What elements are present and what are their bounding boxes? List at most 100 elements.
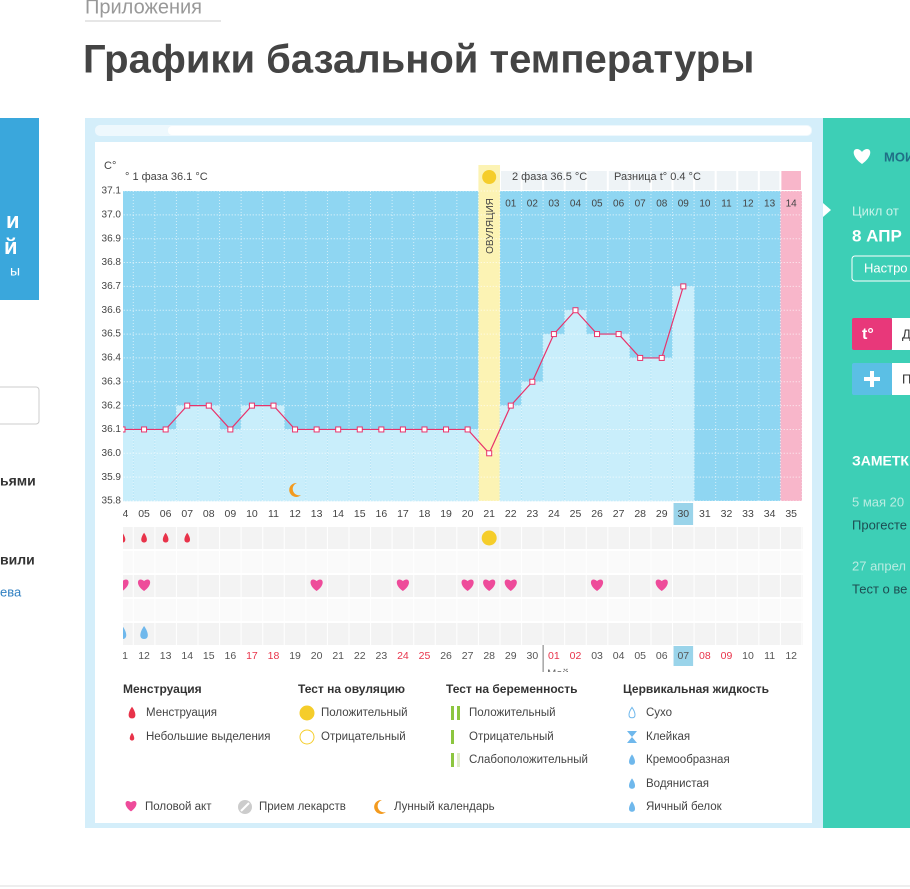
phase2-day-cell bbox=[759, 171, 780, 190]
cycle-end-column bbox=[780, 191, 802, 501]
ovulation-column bbox=[478, 165, 500, 501]
stripe bbox=[123, 623, 803, 645]
x-tick-label: 34 bbox=[764, 508, 776, 520]
link[interactable]: ева bbox=[0, 584, 22, 599]
legend: Менструация Менструация Небольшие выделени… bbox=[123, 682, 769, 814]
x-tick-label: 26 bbox=[591, 508, 603, 520]
phase2-day-cell bbox=[630, 171, 650, 190]
temp-icon[interactable] bbox=[852, 318, 892, 350]
legend-item: Водянистая bbox=[646, 778, 709, 790]
x-tick-label: 06 bbox=[160, 508, 172, 520]
stripe bbox=[123, 599, 803, 621]
highlight-day bbox=[673, 503, 694, 525]
temperature-point bbox=[443, 426, 450, 433]
x-tick-label: 17 bbox=[397, 508, 409, 520]
y-tick-label: 37.1 bbox=[102, 186, 122, 197]
legend-title: Цервикальная жидкость bbox=[623, 682, 769, 696]
y-axis-panel bbox=[95, 142, 123, 504]
date-label: 28 bbox=[483, 650, 495, 662]
bar bbox=[133, 429, 156, 502]
date-label: 17 bbox=[246, 650, 258, 662]
menstruation-mark bbox=[123, 533, 126, 543]
legend-title: Тест на овуляцию bbox=[298, 682, 405, 696]
breadcrumb[interactable]: Приложения bbox=[85, 0, 202, 18]
heart bbox=[396, 579, 410, 591]
note-date: 5 мая 20 bbox=[852, 494, 904, 509]
bar bbox=[586, 333, 609, 502]
cycle-date: 8 АПР bbox=[852, 226, 902, 245]
legend-item: Положительный bbox=[321, 707, 408, 719]
note-text[interactable]: Тест о ве bbox=[852, 581, 907, 596]
bar bbox=[370, 429, 393, 502]
search-input[interactable] bbox=[0, 386, 40, 425]
y-tick-label: 36.6 bbox=[102, 305, 122, 316]
x-tick-label: 30 bbox=[677, 508, 689, 520]
menstruation-mark bbox=[162, 532, 169, 543]
x-tick-label: 15 bbox=[354, 508, 366, 520]
menstruation-mark bbox=[184, 532, 191, 543]
phase2-day: 14 bbox=[786, 199, 798, 210]
temp-button[interactable] bbox=[892, 318, 910, 350]
bar bbox=[197, 405, 220, 502]
x-tick-label: 04 bbox=[117, 508, 129, 520]
phase2-day-cell bbox=[587, 171, 607, 190]
ovulation-sun bbox=[482, 170, 497, 184]
notes-title: ЗАМЕТК bbox=[852, 453, 909, 469]
my-cycles[interactable]: МОИ bbox=[884, 149, 910, 164]
temp-label: Д bbox=[902, 326, 910, 341]
add-button[interactable] bbox=[892, 363, 910, 395]
promo-image[interactable] bbox=[0, 118, 39, 300]
note-text[interactable]: Прогесте bbox=[852, 517, 907, 532]
temperature-point bbox=[141, 426, 148, 433]
legend-icon bbox=[451, 730, 454, 744]
phase2-day-cell bbox=[500, 171, 521, 190]
ovulation-test-mark bbox=[481, 530, 497, 546]
x-tick-label: 16 bbox=[375, 508, 387, 520]
date-label: 09 bbox=[721, 650, 733, 662]
legend-item: Отрицательный bbox=[321, 731, 406, 743]
bar bbox=[413, 429, 436, 502]
heart-icon bbox=[853, 149, 871, 164]
date-label: 21 bbox=[332, 650, 344, 662]
phase2-day-cell bbox=[738, 171, 758, 190]
temperature-point bbox=[615, 331, 622, 338]
phase2-day: 01 bbox=[505, 199, 517, 210]
phase2-day-cell bbox=[781, 171, 801, 190]
x-tick-label: 28 bbox=[634, 508, 646, 520]
phase2-day: 08 bbox=[656, 199, 668, 210]
legend-item: Лунный календарь bbox=[394, 801, 495, 813]
legend-title: Менструация bbox=[123, 682, 202, 696]
heart bbox=[310, 579, 323, 591]
legend-item: Менструация bbox=[146, 707, 217, 719]
settings-button[interactable] bbox=[851, 255, 910, 282]
phase2-label: 2 фаза 36.5 °C bbox=[512, 171, 587, 183]
sidebar-notch bbox=[823, 203, 831, 217]
date-label: 27 bbox=[462, 650, 474, 662]
x-tick-label: 25 bbox=[570, 508, 582, 520]
date-label: 29 bbox=[505, 650, 517, 662]
legend-icon bbox=[374, 799, 386, 814]
legend-icon bbox=[628, 706, 636, 719]
legend-icon bbox=[299, 705, 315, 721]
menu-item[interactable]: ьями bbox=[0, 473, 36, 489]
date-label: 12 bbox=[785, 650, 797, 662]
x-tick-label: 13 bbox=[311, 508, 323, 520]
phase2-day-cell bbox=[544, 171, 564, 190]
heart bbox=[137, 579, 151, 591]
y-tick-label: 36.3 bbox=[102, 376, 122, 387]
legend-item: Прием лекарств bbox=[259, 801, 346, 813]
phase2-day-cell bbox=[695, 171, 715, 190]
temperature-point bbox=[292, 426, 299, 433]
legend-item: Кремообразная bbox=[646, 754, 730, 766]
temperature-point bbox=[162, 426, 169, 433]
x-tick-label: 24 bbox=[548, 508, 560, 520]
temperature-point bbox=[378, 426, 385, 433]
phase2-day: 11 bbox=[721, 199, 732, 210]
menu-item[interactable]: вили bbox=[0, 552, 35, 568]
menstruation-mark bbox=[141, 532, 147, 543]
legend-icon bbox=[451, 706, 454, 720]
scrollbar-thumb[interactable] bbox=[168, 126, 811, 135]
y-tick-label: 36.2 bbox=[102, 400, 122, 411]
bar bbox=[391, 429, 414, 502]
